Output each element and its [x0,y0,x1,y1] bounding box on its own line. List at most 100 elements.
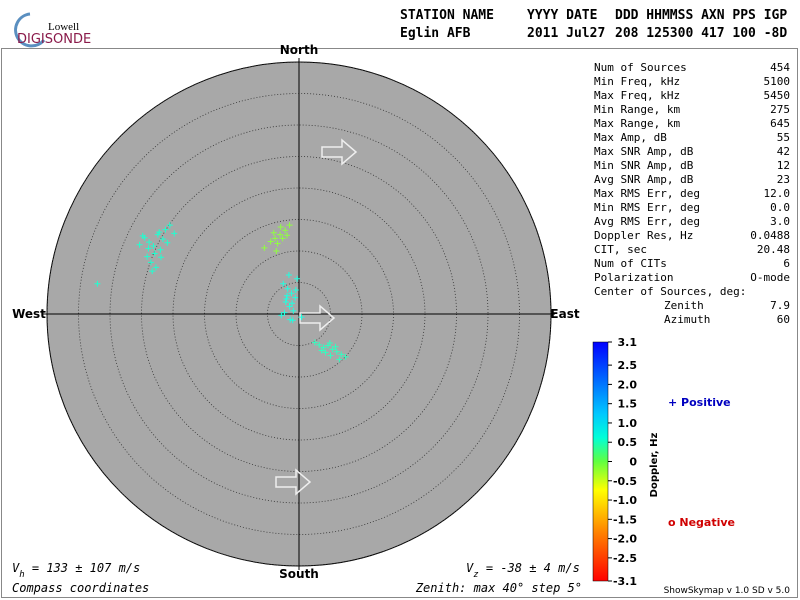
source-point [147,259,154,266]
param-value: 12.0 [764,187,791,200]
colorbar-tick-label: -0.5 [613,475,637,488]
param-value: 6 [783,257,790,270]
param-label: Polarization [594,271,673,284]
center-value: 60 [777,313,790,326]
param-value: O-mode [750,271,790,284]
param-label: Max Amp, dB [594,131,667,144]
parameters: Num of Sources 454 Min Freq, kHz 5100 Max Fr… [594,61,790,326]
source-point [146,239,153,246]
colorbar-tick-label: -2.5 [613,552,637,565]
source-point [278,312,285,319]
colorbar-tick-label: 2.5 [618,359,638,372]
source-point [292,287,299,294]
velocity-text: Vh = 133 ± 107 m/s [12,561,140,580]
source-point [145,245,152,252]
colorbar-tick-label: -1.5 [613,513,637,526]
param-value: 275 [770,103,790,116]
colorbar-tick-label: 2.0 [618,378,638,391]
source-point [162,226,169,233]
source-point [280,280,287,287]
source-point [298,314,305,321]
header-label: STATION NAME [400,8,494,23]
source-point [285,271,292,278]
param-value: 55 [777,131,790,144]
param-label: Min SNR Amp, dB [594,159,694,172]
direction-label: North [280,43,318,57]
velocity-part: V [12,561,20,575]
source-point [289,317,296,324]
param-value: 23 [777,173,790,186]
source-point [311,339,318,346]
source-point [136,241,143,248]
colorbar-tick-label: -3.1 [613,575,637,588]
source-point [273,248,280,254]
source-point [288,290,295,297]
velocity-text: Vz = -38 ± 4 m/s [466,561,580,580]
source-point [94,280,101,287]
source-point [286,222,293,229]
logo-top: Lowell [48,21,79,33]
velocity-part: h [19,570,24,580]
source-point [261,244,268,251]
param-label: Max Freq, kHz [594,89,680,102]
param-value: 3.0 [770,215,790,228]
param-value: 0.0488 [750,229,790,242]
param-label: Max Range, km [594,117,680,130]
param-value: 5100 [764,75,791,88]
source-point [332,343,339,350]
header: STATION NAME Eglin AFB YYYY DATE 2011 Jul27… [400,8,787,41]
param-label: Avg SNR Amp, dB [594,173,694,186]
source-point [320,344,327,351]
center-label: Zenith [664,299,704,312]
param-value: 454 [770,61,790,74]
source-point [270,229,277,236]
source-point [156,229,163,236]
header-label: DDD HHMMSS AXN PPS IGP [615,8,787,23]
colorbar-tick-label: 0.5 [618,436,638,449]
param-label: Min RMS Err, deg [594,201,700,214]
param-label: Max SNR Amp, dB [594,145,694,158]
source-point [326,339,333,346]
velocity-arrow [321,138,358,166]
source-point [281,309,288,316]
colorbar-title: Doppler, Hz [649,433,660,498]
source-point [286,303,293,310]
colorbar [592,341,609,582]
header-value: 2011 Jul27 [527,26,605,41]
velocity-arrow [299,304,336,332]
param-value: 42 [777,145,790,158]
source-point [272,235,279,242]
source-point [149,268,156,275]
source-point [139,232,146,239]
velocity-arrow [275,468,312,496]
source-point [289,300,296,307]
source-point [316,341,323,348]
colorbar-tick-label: -2.0 [613,533,637,546]
source-point [277,231,284,238]
velocity-part: z [473,570,478,580]
direction-label: West [12,307,46,321]
source-point [277,224,284,231]
source-point [294,275,301,282]
legend-negative: o Negative [668,516,735,529]
source-point [333,348,340,355]
center-value: 7.9 [770,299,790,312]
zenith-text: Zenith: max 40° step 5° [415,581,582,595]
frame [1,48,798,598]
source-point [144,253,151,260]
param-value: 0.0 [770,201,790,214]
source-point [282,299,289,306]
source-point [151,250,158,257]
colorbar-tick-label: -1.0 [613,494,637,507]
source-point [282,227,289,234]
velocity-part: V [466,561,474,575]
velocity-part: = -38 ± 4 m/s [479,561,580,575]
velocity-part: = 133 ± 107 m/s [25,561,141,575]
source-point [154,231,161,238]
direction-label: South [279,567,319,581]
header-label: YYYY DATE [527,8,597,23]
logo-arc [14,12,46,48]
source-point [290,307,297,314]
legend-positive: + Positive [668,396,731,409]
